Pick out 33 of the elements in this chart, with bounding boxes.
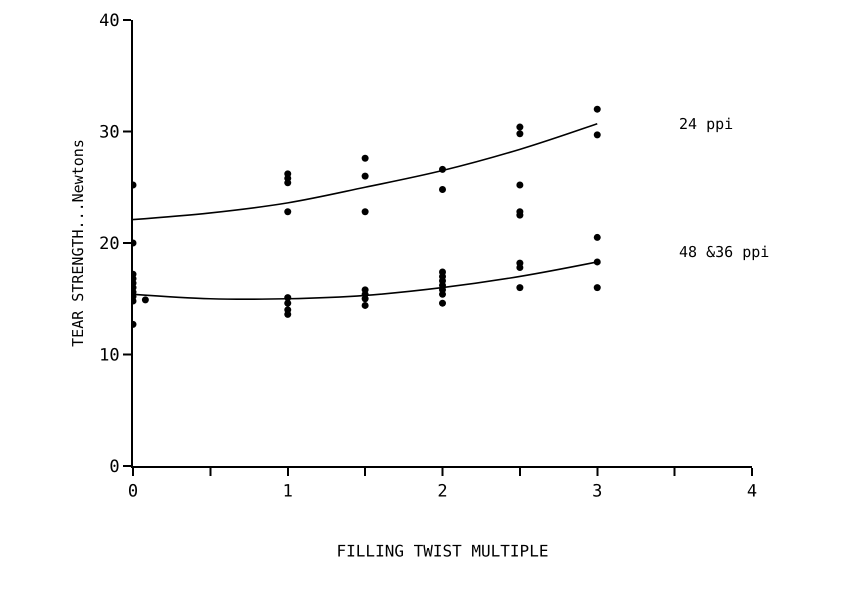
x-tick-label: 1 xyxy=(282,481,293,502)
point xyxy=(439,186,446,193)
text: 48 &36 ppi xyxy=(679,243,770,261)
point xyxy=(594,106,601,113)
y-tick-label: 40 xyxy=(99,10,120,31)
point xyxy=(516,130,524,138)
point xyxy=(362,302,369,309)
point xyxy=(284,300,292,307)
point xyxy=(516,124,524,131)
point xyxy=(439,300,446,307)
x-tick-label: 3 xyxy=(592,481,602,502)
point xyxy=(594,284,601,292)
x-tick-label: 2 xyxy=(437,481,448,502)
point xyxy=(516,182,524,189)
point xyxy=(362,208,369,216)
point xyxy=(516,264,524,272)
point xyxy=(594,234,601,241)
y-axis-title: TEAR STRENGTH...Newtons xyxy=(68,139,87,347)
y-tick-label: 30 xyxy=(99,122,120,142)
point xyxy=(284,208,292,216)
point xyxy=(362,154,369,162)
point xyxy=(142,296,149,304)
y-tick-label: 10 xyxy=(99,345,120,366)
point xyxy=(516,284,524,292)
point xyxy=(362,295,369,302)
point xyxy=(362,172,369,180)
point xyxy=(594,131,601,138)
x-tick-label: 4 xyxy=(746,481,758,502)
x-tick-label: 0 xyxy=(128,481,138,502)
y-tick-label: 20 xyxy=(99,234,120,254)
y-tick-label: 0 xyxy=(109,456,120,477)
text: 24 ppi xyxy=(679,115,734,133)
x-axis-title: FILLING TWIST MULTIPLE xyxy=(336,542,548,561)
